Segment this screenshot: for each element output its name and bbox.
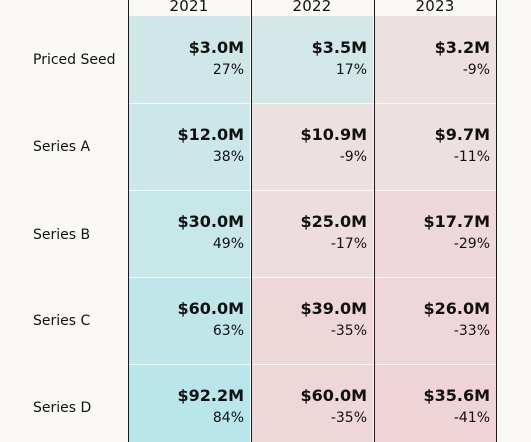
cell-change: 38% <box>212 149 244 165</box>
row-divider <box>128 103 496 104</box>
heat-cell-series-a-2022: $10.9M -9% <box>251 103 373 190</box>
cell-change: -35% <box>330 410 367 426</box>
row-divider <box>128 277 496 278</box>
cell-value: $12.0M <box>177 125 244 144</box>
heat-cell-priced-seed-2021: $3.0M 27% <box>128 16 250 103</box>
column-header-2021: 2021 <box>169 0 209 15</box>
cell-change: -17% <box>330 236 367 252</box>
cell-change: -29% <box>453 236 490 252</box>
heat-cell-series-a-2023: $9.7M -11% <box>374 103 496 190</box>
cell-value: $3.2M <box>434 38 490 57</box>
column-header-2023: 2023 <box>415 0 455 15</box>
column-divider <box>251 0 252 442</box>
column-divider <box>128 0 129 442</box>
cell-value: $9.7M <box>434 125 490 144</box>
cell-value: $10.9M <box>300 125 367 144</box>
row-label-series-b: Series B <box>33 227 91 243</box>
heat-cell-series-d-2023: $35.6M -41% <box>374 364 496 442</box>
cell-change: -33% <box>453 323 490 339</box>
heat-cell-priced-seed-2022: $3.5M 17% <box>251 16 373 103</box>
heat-cell-series-b-2022: $25.0M -17% <box>251 190 373 277</box>
heat-cell-series-c-2022: $39.0M -35% <box>251 277 373 364</box>
heat-cell-priced-seed-2023: $3.2M -9% <box>374 16 496 103</box>
row-label-series-d: Series D <box>33 400 92 416</box>
cell-change: -9% <box>339 149 367 165</box>
cell-value: $60.0M <box>300 386 367 405</box>
row-label-priced-seed: Priced Seed <box>33 52 116 68</box>
cell-value: $25.0M <box>300 212 367 231</box>
cell-value: $35.6M <box>423 386 490 405</box>
column-divider <box>496 0 497 442</box>
row-label-series-c: Series C <box>33 313 91 329</box>
row-divider <box>128 364 496 365</box>
cell-value: $3.0M <box>188 38 244 57</box>
row-divider <box>128 190 496 191</box>
row-label-series-a: Series A <box>33 139 91 155</box>
heat-cell-series-d-2021: $92.2M 84% <box>128 364 250 442</box>
cell-change: -9% <box>462 62 490 78</box>
cell-value: $3.5M <box>311 38 367 57</box>
cell-change: 63% <box>212 323 244 339</box>
cell-value: $92.2M <box>177 386 244 405</box>
cell-change: -11% <box>453 149 490 165</box>
heat-cell-series-c-2023: $26.0M -33% <box>374 277 496 364</box>
heat-cell-series-c-2021: $60.0M 63% <box>128 277 250 364</box>
heat-cell-series-b-2021: $30.0M 49% <box>128 190 250 277</box>
cell-value: $39.0M <box>300 299 367 318</box>
cell-value: $30.0M <box>177 212 244 231</box>
heat-cell-series-b-2023: $17.7M -29% <box>374 190 496 277</box>
heat-cell-series-a-2021: $12.0M 38% <box>128 103 250 190</box>
cell-value: $60.0M <box>177 299 244 318</box>
column-divider <box>374 0 375 442</box>
cell-change: 27% <box>212 62 244 78</box>
heat-cell-series-d-2022: $60.0M -35% <box>251 364 373 442</box>
cell-change: 17% <box>335 62 367 78</box>
cell-change: -41% <box>453 410 490 426</box>
column-header-2022: 2022 <box>292 0 332 15</box>
cell-change: 84% <box>212 410 244 426</box>
cell-change: -35% <box>330 323 367 339</box>
cell-value: $26.0M <box>423 299 490 318</box>
cell-change: 49% <box>212 236 244 252</box>
cell-value: $17.7M <box>423 212 490 231</box>
